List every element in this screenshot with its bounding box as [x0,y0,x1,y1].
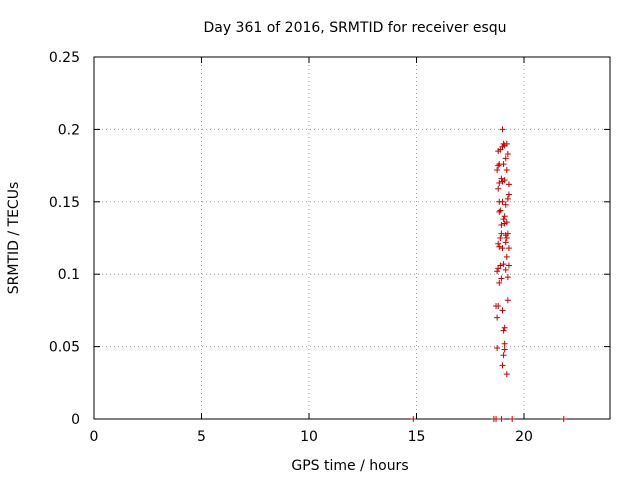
data-point [505,262,512,269]
x-tick-label: 5 [197,429,206,445]
data-point [509,416,516,422]
data-point [502,239,509,246]
data-point [501,213,508,220]
data-point [503,253,510,260]
data-point [499,245,506,252]
data-point [504,195,511,202]
data-point [504,297,511,304]
y-tick-label: 0.05 [49,340,80,356]
data-point [502,232,509,239]
x-tick-label: 0 [90,429,99,445]
data-point [501,220,508,227]
grid-lines [94,57,610,419]
data-point [496,243,503,250]
data-point [494,314,501,321]
data-point [494,166,501,173]
y-tick-label: 0.2 [58,122,80,138]
data-point [496,208,503,215]
x-tick-label: 20 [515,429,533,445]
data-point [498,416,505,422]
y-tick-label: 0 [71,412,80,428]
data-points [410,126,567,422]
data-point [499,178,506,185]
data-point [500,161,507,168]
data-point [497,235,504,241]
data-point [502,201,509,208]
data-point [505,245,512,252]
data-point [501,346,508,353]
data-point [500,327,507,334]
data-point [505,181,512,188]
data-point [504,151,511,158]
data-point [496,279,503,286]
data-point [505,191,512,198]
data-point [499,362,506,369]
x-axis-label: GPS time / hours [291,458,408,474]
x-tick-label: 10 [300,429,318,445]
data-point [495,240,502,247]
data-point [495,162,502,169]
data-point [499,198,506,205]
axis-ticks [93,56,610,420]
y-tick-label: 0.1 [58,267,80,283]
data-point [494,345,501,352]
data-point [501,340,508,347]
data-point [560,416,567,422]
data-point [497,262,504,269]
data-point [502,155,509,162]
data-point [501,142,508,149]
data-point [494,268,501,275]
tick-labels: 0 5 10 15 20 0 0.05 0.1 0.15 0.2 0.25 [49,50,533,445]
data-point [503,235,510,241]
data-point [498,275,505,282]
data-point [498,175,505,182]
data-point [500,352,507,359]
data-point [499,307,506,314]
data-point [502,266,509,273]
data-point [501,324,508,331]
y-tick-label: 0.25 [49,50,80,66]
chart-title: Day 361 of 2016, SRMTID for receiver esq… [203,20,506,36]
y-axis-label: SRMTID / TECUs [6,182,22,295]
data-point [497,207,504,214]
data-point [499,126,506,133]
x-tick-label: 15 [408,429,426,445]
data-point [495,303,502,310]
data-point [493,416,500,422]
data-point [498,230,505,237]
data-point [410,416,417,422]
data-point [503,166,510,173]
plot-area-border [93,56,611,420]
data-point [496,179,503,186]
y-tick-label: 0.15 [49,195,80,211]
data-point [504,274,511,281]
data-point [500,261,507,268]
data-point [500,216,507,223]
data-point [498,221,505,228]
data-point [503,371,510,378]
data-point [495,185,502,192]
